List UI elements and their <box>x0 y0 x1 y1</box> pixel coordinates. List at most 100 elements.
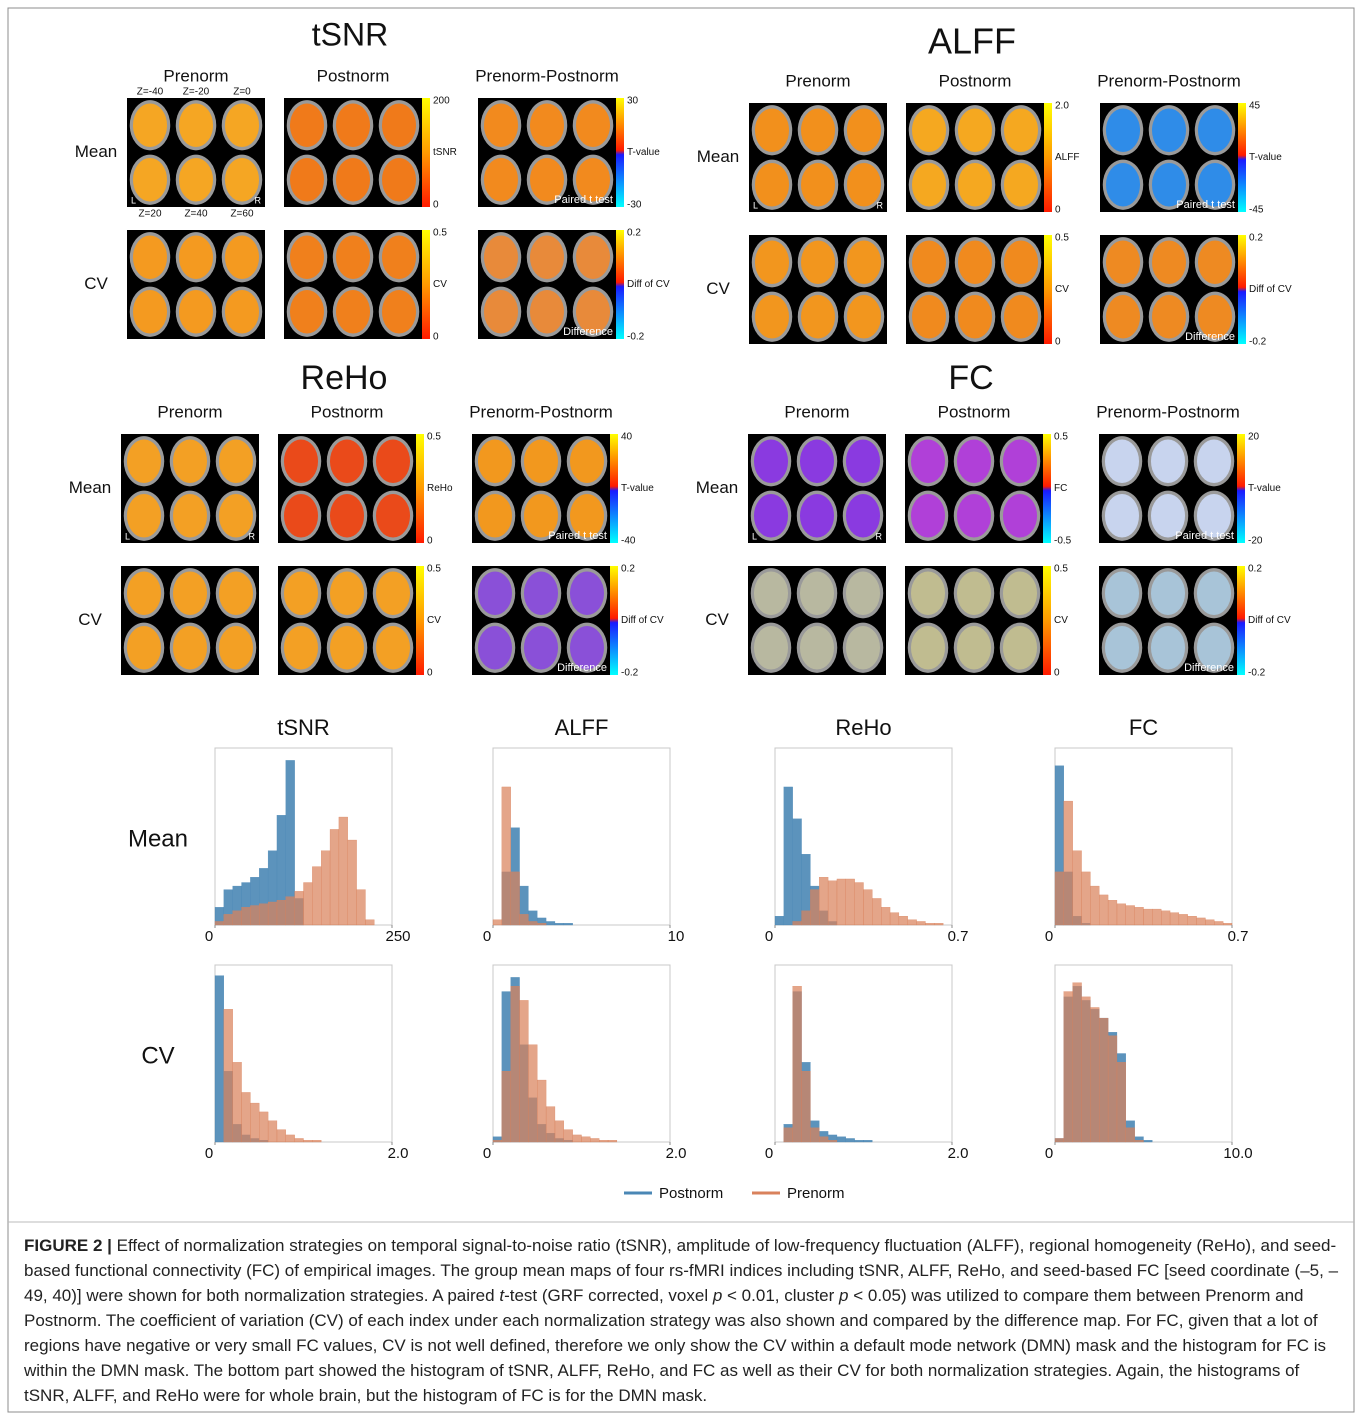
brain-slice <box>173 439 207 483</box>
brain-slice <box>1106 240 1140 284</box>
row-label: CV <box>706 279 730 298</box>
x-tick-label: 0.7 <box>1228 928 1249 945</box>
row-label: Mean <box>69 478 112 497</box>
brain-slice <box>1197 439 1231 483</box>
histogram-bar <box>908 920 917 925</box>
brain-map <box>478 230 616 339</box>
histogram-title: ALFF <box>555 715 609 740</box>
brain-slice <box>1152 295 1186 339</box>
brain-slice <box>376 494 410 538</box>
brain-slice <box>127 571 161 615</box>
brain-map <box>748 434 886 543</box>
histogram-bar <box>520 914 529 925</box>
histogram-title: tSNR <box>277 715 330 740</box>
side-label: R <box>876 531 883 541</box>
brain-slice <box>179 235 213 279</box>
histogram-bar <box>357 890 366 925</box>
brain-slice <box>1152 108 1186 152</box>
histogram-bar <box>268 902 277 925</box>
brain-slice <box>290 158 324 202</box>
row-label: Mean <box>128 825 188 852</box>
x-tick-label: 0 <box>205 1145 213 1162</box>
histogram-bar <box>599 1140 608 1142</box>
histogram-bar <box>1064 992 1073 1142</box>
histogram-bar <box>1188 916 1197 925</box>
map-note: Paired t test <box>548 530 607 542</box>
histogram-bar <box>1223 923 1232 925</box>
histogram-bar <box>828 881 837 925</box>
colorbar-label: -45 <box>1249 205 1264 216</box>
colorbar-label: -0.2 <box>627 332 645 343</box>
histogram-bar <box>537 1080 546 1142</box>
histogram-bar <box>304 1140 313 1142</box>
histogram-bar <box>493 920 502 925</box>
side-label: R <box>255 195 262 205</box>
colorbar <box>1044 235 1052 344</box>
brain-slice <box>290 290 324 334</box>
brain-slice <box>958 295 992 339</box>
x-tick-label: 250 <box>385 928 410 945</box>
brain-slice <box>911 494 945 538</box>
map-title: tSNR <box>312 16 388 52</box>
brain-slice <box>382 103 416 147</box>
slice-label: Z=-40 <box>137 87 164 98</box>
brain-slice <box>1004 108 1038 152</box>
colorbar-label: -40 <box>621 536 636 547</box>
histogram-bar <box>268 1121 277 1142</box>
histogram-bar <box>233 911 242 925</box>
colorbar-label: 0 <box>427 668 433 679</box>
brain-slice <box>127 494 161 538</box>
brain-slice <box>290 103 324 147</box>
x-tick-label: 0 <box>205 928 213 945</box>
column-header: Prenorm-Postnorm <box>1097 71 1241 90</box>
column-header: Postnorm <box>317 66 390 85</box>
histogram-bar <box>855 1140 864 1142</box>
brain-slice <box>800 626 834 670</box>
brain-map <box>905 566 1043 675</box>
x-tick-label: 0 <box>765 1145 773 1162</box>
brain-map <box>472 566 610 675</box>
colorbar-label: -20 <box>1248 536 1263 547</box>
histogram-bar <box>493 1140 502 1142</box>
x-tick-label: 2.0 <box>948 1145 969 1162</box>
brain-slice <box>1106 108 1140 152</box>
colorbar-label: T-value <box>1248 483 1281 494</box>
brain-map <box>1100 235 1238 344</box>
histogram-bar <box>1082 872 1091 925</box>
colorbar-label: 0.5 <box>1054 432 1068 443</box>
histogram-bar <box>502 787 511 925</box>
histogram-bar <box>564 1130 573 1142</box>
histogram-bar <box>304 883 313 925</box>
colorbar-label: ReHo <box>427 483 453 494</box>
histogram-bar <box>802 911 811 925</box>
brain-slice <box>530 290 564 334</box>
colorbar-label: 20 <box>1248 432 1260 443</box>
brain-slice <box>912 240 946 284</box>
histogram-bar <box>250 906 259 925</box>
brain-slice <box>1105 494 1139 538</box>
brain-slice <box>1003 439 1037 483</box>
x-tick-label: 0 <box>483 928 491 945</box>
brain-map <box>906 103 1044 212</box>
colorbar-label: T-value <box>627 147 660 158</box>
colorbar-label: CV <box>427 615 441 626</box>
histogram-bar <box>295 891 304 925</box>
brain-slice <box>225 103 259 147</box>
histogram-bar <box>1214 921 1223 925</box>
brain-slice <box>754 439 788 483</box>
colorbar-label: ALFF <box>1055 152 1079 163</box>
colorbar <box>616 230 624 339</box>
slice-label: Z=40 <box>184 209 208 220</box>
brain-slice <box>1003 571 1037 615</box>
brain-slice <box>1106 295 1140 339</box>
x-tick-label: 0 <box>1045 1145 1053 1162</box>
brain-slice <box>1152 240 1186 284</box>
x-tick-label: 2.0 <box>666 1145 687 1162</box>
brain-slice <box>478 626 512 670</box>
colorbar <box>610 434 618 543</box>
brain-map <box>278 434 416 543</box>
histogram-bar <box>1179 914 1188 925</box>
colorbar-label: 0.2 <box>627 228 641 239</box>
brain-slice <box>755 240 789 284</box>
x-tick-label: 0 <box>765 928 773 945</box>
